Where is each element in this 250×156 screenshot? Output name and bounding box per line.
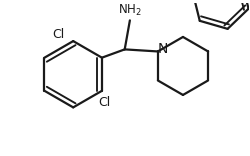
- Text: Cl: Cl: [52, 28, 65, 41]
- Text: Cl: Cl: [98, 96, 110, 109]
- Text: NH$_2$: NH$_2$: [118, 2, 142, 18]
- Text: N: N: [158, 42, 168, 56]
